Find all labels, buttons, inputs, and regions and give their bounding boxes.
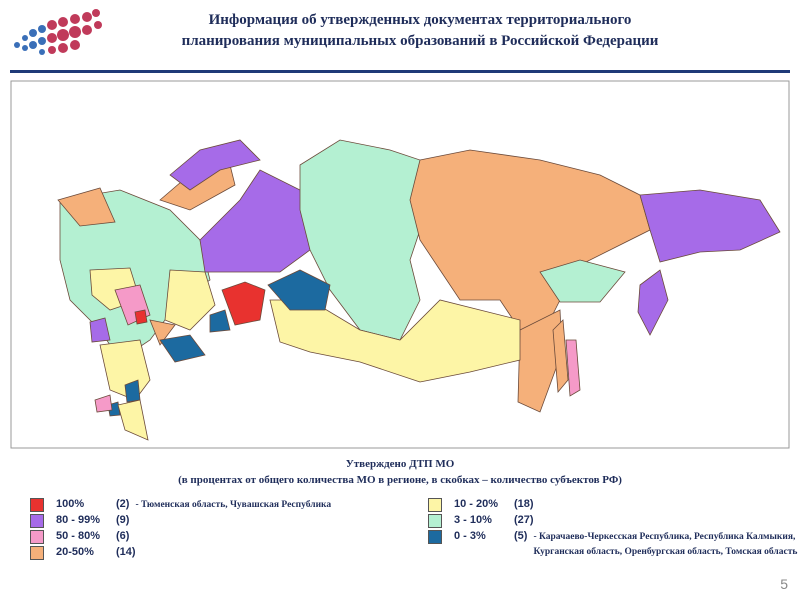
region	[94, 394, 113, 413]
legend-note: - Тюменская область, Чувашская Республик…	[135, 500, 332, 510]
region	[267, 269, 331, 311]
legend-swatch	[30, 546, 44, 560]
page-number: 5	[780, 576, 788, 592]
region	[159, 334, 206, 363]
legend-count: (9)	[116, 514, 130, 526]
legend-item: 10 - 20% (18)	[428, 498, 540, 512]
legend-item: 3 - 10% (27)	[428, 514, 540, 528]
region	[221, 281, 266, 326]
legend-item: 0 - 3% (5) - Карачаево-Черкесская Республи…	[428, 530, 800, 560]
slide-title: Информация об утвержденных документах те…	[120, 10, 720, 52]
title-rule	[10, 70, 790, 73]
legend-title: Утверждено ДТП МО	[345, 458, 455, 470]
legend-item: 50 - 80% (6)	[30, 530, 135, 544]
legend-range: 100%	[56, 498, 85, 510]
region	[637, 269, 669, 336]
legend-subtitle: (в процентах от общего количества МО в р…	[178, 474, 622, 486]
legend-count: (5)	[514, 530, 528, 542]
region	[149, 319, 176, 346]
legend-swatch	[30, 498, 44, 512]
legend-range: 50 - 80%	[56, 530, 101, 542]
legend-swatch	[30, 530, 44, 544]
title-line: планирования муниципальных образований в…	[181, 33, 659, 49]
region	[539, 259, 626, 303]
region	[117, 399, 149, 441]
legend-range: 0 - 3%	[454, 530, 486, 542]
legend-note: - Карачаево-Черкесская Республика, Респу…	[533, 532, 798, 557]
legend-count: (18)	[514, 498, 534, 510]
legend-item: 20-50% (14)	[30, 546, 142, 560]
region	[269, 299, 521, 383]
legend-count: (2)	[116, 498, 130, 510]
logo	[14, 9, 102, 55]
region	[57, 187, 116, 227]
legend-item: 80 - 99% (9)	[30, 514, 135, 528]
legend-swatch	[428, 498, 442, 512]
region	[209, 309, 231, 333]
legend-item: 100% (2) - Тюменская область, Чувашская Ре…	[30, 498, 415, 513]
map	[10, 80, 790, 449]
legend-count: (14)	[116, 546, 136, 558]
legend-range: 10 - 20%	[454, 498, 499, 510]
title-line: Информация об утвержденных документах те…	[208, 12, 632, 28]
legend-count: (6)	[116, 530, 130, 542]
region	[89, 317, 111, 343]
region	[552, 319, 569, 394]
region	[164, 269, 216, 331]
region	[299, 139, 431, 341]
legend-range: 20-50%	[56, 546, 94, 558]
region	[639, 189, 781, 263]
region	[517, 309, 563, 413]
region	[134, 309, 148, 325]
region	[169, 139, 261, 191]
legend-swatch	[30, 514, 44, 528]
legend-range: 80 - 99%	[56, 514, 101, 526]
legend-range: 3 - 10%	[454, 514, 492, 526]
region	[565, 339, 581, 397]
legend-swatch	[428, 530, 442, 544]
legend-swatch	[428, 514, 442, 528]
legend-count: (27)	[514, 514, 534, 526]
